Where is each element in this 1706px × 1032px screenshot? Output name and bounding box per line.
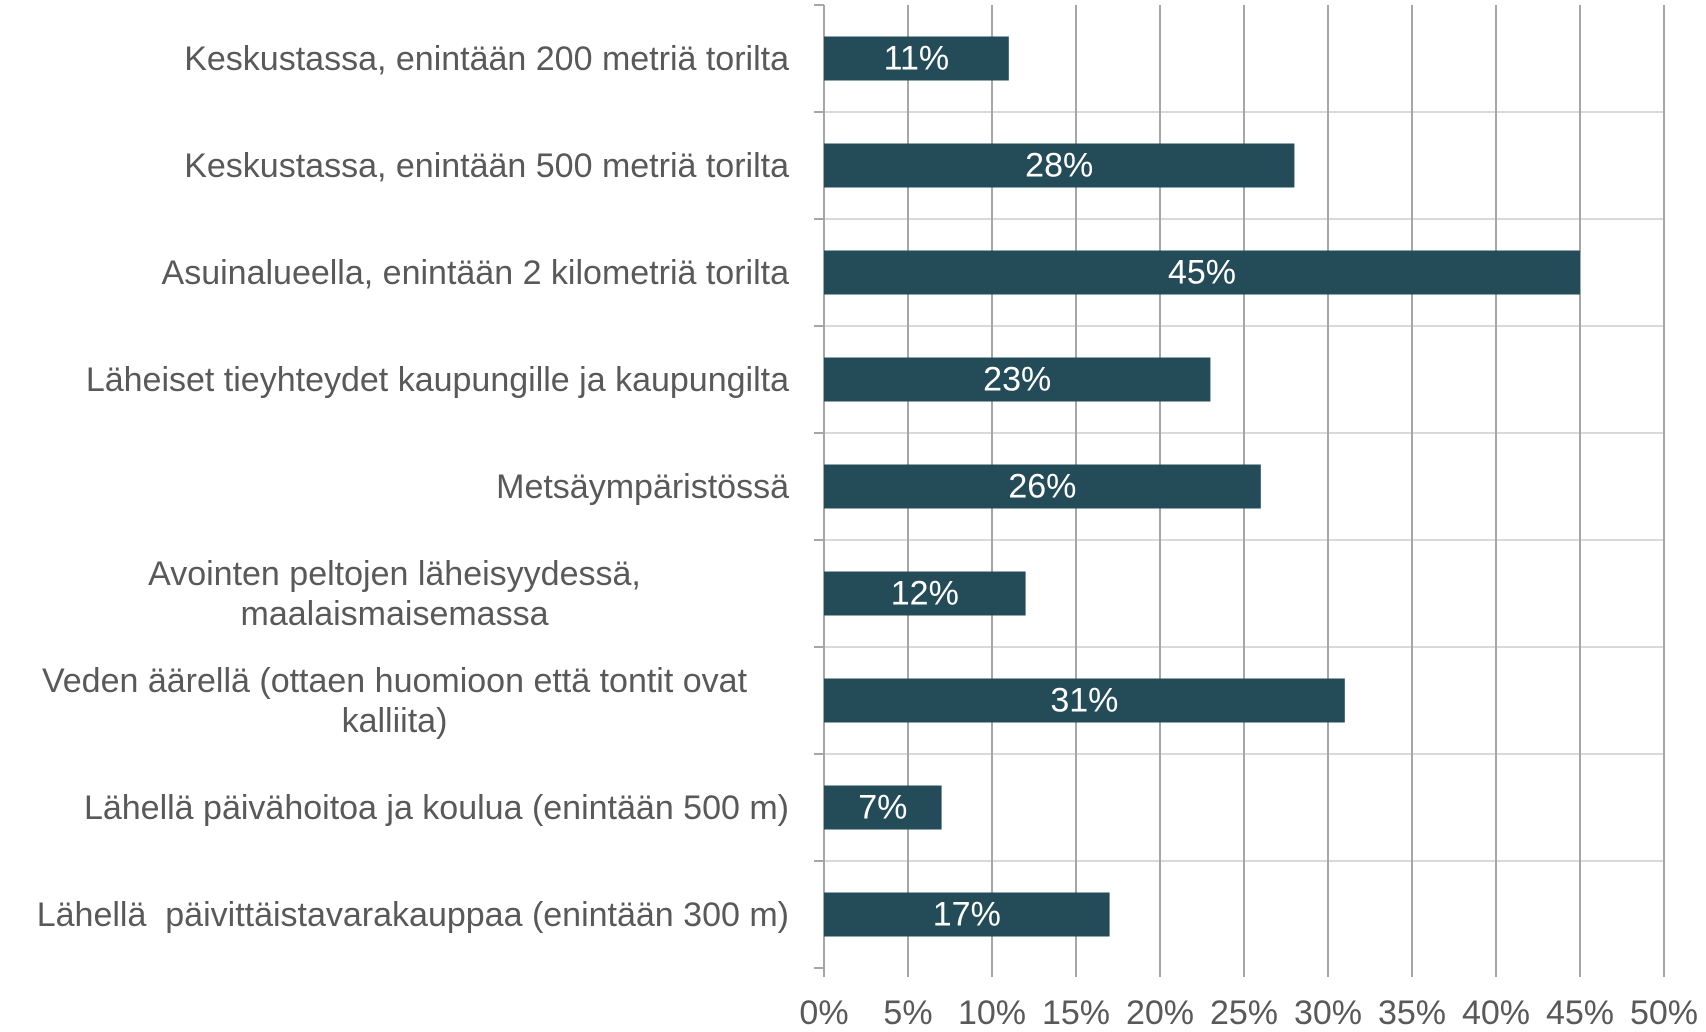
- x-tick-label: 30%: [1294, 994, 1362, 1032]
- data-label: 7%: [858, 788, 907, 826]
- y-tick-label: Keskustassa, enintään 200 metriä torilta: [184, 39, 789, 78]
- y-tick-label: Veden äärellä (ottaen huomioon että tont…: [41, 661, 757, 740]
- y-tick-label: Metsäympäristössä: [496, 467, 789, 506]
- x-tick-label: 45%: [1546, 994, 1614, 1032]
- data-label: 11%: [884, 39, 950, 77]
- y-tick-label: Avointen peltojen läheisyydessä, maalais…: [148, 554, 651, 633]
- bar: [824, 250, 1580, 295]
- x-tick-label: 20%: [1126, 994, 1194, 1032]
- bar: [824, 464, 1261, 509]
- data-label: 45%: [1168, 253, 1236, 291]
- bar: [824, 785, 942, 830]
- x-tick-label: 50%: [1630, 994, 1698, 1032]
- y-tick-label: Lähellä päivittäistavarakauppaa (enintää…: [36, 895, 789, 934]
- y-tick-label: Lähellä päivähoitoa ja koulua (enintään …: [83, 788, 789, 827]
- data-label: 26%: [1008, 467, 1076, 505]
- bar: [824, 143, 1295, 188]
- y-tick-label: Läheiset tieyhteydet kaupungille ja kaup…: [85, 360, 789, 399]
- x-tick-label: 25%: [1210, 994, 1278, 1032]
- bar: [824, 36, 1009, 81]
- bar: [824, 571, 1026, 616]
- x-tick-label: 5%: [883, 994, 932, 1032]
- y-tick-label: Asuinalueella, enintään 2 kilometriä tor…: [161, 253, 789, 292]
- x-tick-label: 35%: [1378, 994, 1446, 1032]
- y-tick-label: Keskustassa, enintään 500 metriä torilta: [184, 146, 789, 185]
- x-tick-label: 40%: [1462, 994, 1530, 1032]
- x-tick-label: 15%: [1042, 994, 1110, 1032]
- x-tick-label: 10%: [958, 994, 1026, 1032]
- x-tick-label: 0%: [799, 994, 848, 1032]
- bar: [824, 892, 1110, 937]
- data-label: 31%: [1050, 681, 1118, 719]
- bar: [824, 678, 1345, 723]
- bar: [824, 357, 1211, 402]
- data-label: 12%: [891, 574, 959, 612]
- data-label: 17%: [933, 895, 1001, 933]
- data-label: 28%: [1025, 146, 1093, 184]
- data-label: 23%: [983, 360, 1051, 398]
